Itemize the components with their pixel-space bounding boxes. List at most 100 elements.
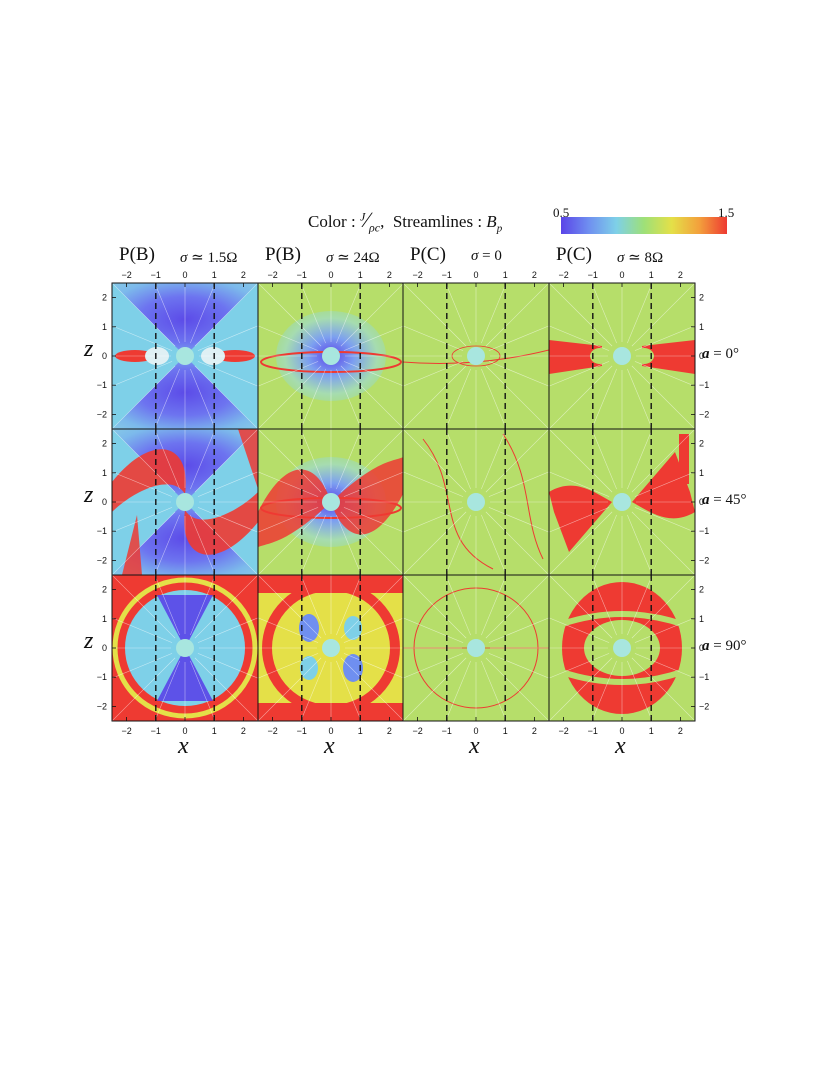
panel-r0-c0 [112, 283, 258, 429]
z-tick-label-left: −2 [97, 555, 107, 565]
streamlines-prefix: Streamlines : [392, 212, 487, 231]
column-sigma-label-2: σ = 0 [471, 248, 502, 264]
colorbar-gradient [561, 217, 727, 234]
z-tick-label-left: 0 [102, 351, 107, 361]
z-tick-label-right: 0 [699, 351, 704, 361]
x-tick-label-bottom: −2 [412, 726, 422, 736]
z-tick-label-left: 1 [102, 468, 107, 478]
x-tick-label-top: 2 [241, 270, 246, 280]
x-tick-label-bottom: −1 [588, 726, 598, 736]
x-tick-label-top: −1 [151, 270, 161, 280]
column-sigma-label-3: σ ≃ 8Ω [617, 250, 664, 266]
row-label-1: a = 45° [702, 492, 747, 508]
panel-r2-c2 [403, 575, 549, 721]
z-tick-label-left: −2 [97, 409, 107, 419]
fraction-slash: ∕ [365, 207, 369, 232]
column-sigma-label-0: σ ≃ 1.5Ω [180, 250, 238, 266]
z-tick-label-left: −1 [97, 380, 107, 390]
figure-grid: −2 −2 −1 −1 0 0 1 1 2 2 −2 −2 −1 −1 0 0 1 1 2 2 −2 −2 −1 −1 0 0 1 1… [97, 270, 710, 736]
x-tick-label-bottom: 0 [328, 726, 333, 736]
x-tick-label-bottom: 2 [241, 726, 246, 736]
x-tick-label-bottom: 1 [649, 726, 654, 736]
z-tick-label-left: 2 [102, 439, 107, 449]
star-disk [322, 493, 340, 511]
colorbar-caption: Color : J∕ρc, Streamlines : Bp [308, 207, 502, 235]
colorbar [561, 217, 727, 234]
x-tick-label-top: −1 [442, 270, 452, 280]
column-model-label-3: P(C) [556, 244, 592, 265]
x-tick-label-top: 2 [678, 270, 683, 280]
x-tick-label-bottom: −2 [267, 726, 277, 736]
panel-r2-c0 [112, 575, 258, 721]
x-tick-label-top: 1 [212, 270, 217, 280]
z-axis-label-2: z [84, 628, 94, 654]
panel-r2-c3 [549, 575, 695, 721]
x-axis-label-1: x [324, 733, 335, 759]
x-tick-label-top: −2 [558, 270, 568, 280]
x-tick-label-top: −1 [588, 270, 598, 280]
x-tick-label-bottom: −1 [297, 726, 307, 736]
panel-r0-c3 [549, 283, 695, 429]
x-tick-label-bottom: 1 [358, 726, 363, 736]
x-tick-label-top: 0 [328, 270, 333, 280]
column-model-label-2: P(C) [410, 244, 446, 265]
panel-r1-c0 [112, 429, 258, 575]
color-numerator: J [359, 209, 366, 224]
x-tick-label-bottom: −2 [558, 726, 568, 736]
panel-r1-c2 [403, 429, 549, 575]
x-tick-label-top: 0 [619, 270, 624, 280]
x-axis-label-2: x [469, 733, 480, 759]
panel-r0-c2 [403, 283, 549, 429]
z-axis-label-1: z [84, 482, 94, 508]
star-disk [322, 347, 340, 365]
star-disk [467, 493, 485, 511]
z-tick-label-right: 1 [699, 322, 704, 332]
z-tick-label-right: −1 [699, 526, 709, 536]
z-tick-label-right: 2 [699, 439, 704, 449]
z-tick-label-right: −2 [699, 555, 709, 565]
z-axis-label-0: z [84, 336, 94, 362]
z-tick-label-left: 1 [102, 322, 107, 332]
x-tick-label-bottom: 2 [387, 726, 392, 736]
x-tick-label-bottom: −1 [151, 726, 161, 736]
column-model-label-0: P(B) [119, 244, 155, 265]
z-tick-label-right: 1 [699, 468, 704, 478]
column-sigma-label-1: σ ≃ 24Ω [326, 250, 380, 266]
z-tick-label-left: 0 [102, 497, 107, 507]
z-tick-label-right: 0 [699, 497, 704, 507]
colorbar-max-label: 1.5 [718, 205, 735, 220]
star-disk [613, 493, 631, 511]
star-disk [467, 347, 485, 365]
x-tick-label-top: 0 [473, 270, 478, 280]
z-tick-label-right: −2 [699, 701, 709, 711]
z-tick-label-left: 0 [102, 643, 107, 653]
x-tick-label-top: −2 [267, 270, 277, 280]
z-tick-label-right: 2 [699, 293, 704, 303]
panel-r0-c1 [258, 283, 404, 429]
streamlines-sub: p [496, 222, 503, 235]
z-tick-label-right: 1 [699, 614, 704, 624]
star-disk [176, 639, 194, 657]
x-tick-label-bottom: 2 [532, 726, 537, 736]
panel-r2-c1 [258, 575, 404, 721]
x-axis-label-0: x [178, 733, 189, 759]
star-disk [322, 639, 340, 657]
x-tick-label-bottom: 0 [182, 726, 187, 736]
x-tick-label-top: 1 [649, 270, 654, 280]
x-tick-label-bottom: −1 [442, 726, 452, 736]
z-tick-label-left: −1 [97, 672, 107, 682]
panel-r1-c3 [549, 429, 695, 575]
z-tick-label-right: 2 [699, 585, 704, 595]
z-tick-label-left: −2 [97, 701, 107, 711]
z-tick-label-left: −1 [97, 526, 107, 536]
row-label-2: a = 90° [702, 638, 747, 654]
x-tick-label-top: 1 [503, 270, 508, 280]
x-tick-label-bottom: 1 [503, 726, 508, 736]
x-tick-label-top: −2 [121, 270, 131, 280]
x-tick-label-top: −2 [412, 270, 422, 280]
star-disk [176, 347, 194, 365]
x-tick-label-top: 1 [358, 270, 363, 280]
color-denominator: ρc [368, 220, 381, 235]
row-label-0: a = 0° [702, 346, 739, 362]
color-prefix: Color : [308, 212, 360, 231]
